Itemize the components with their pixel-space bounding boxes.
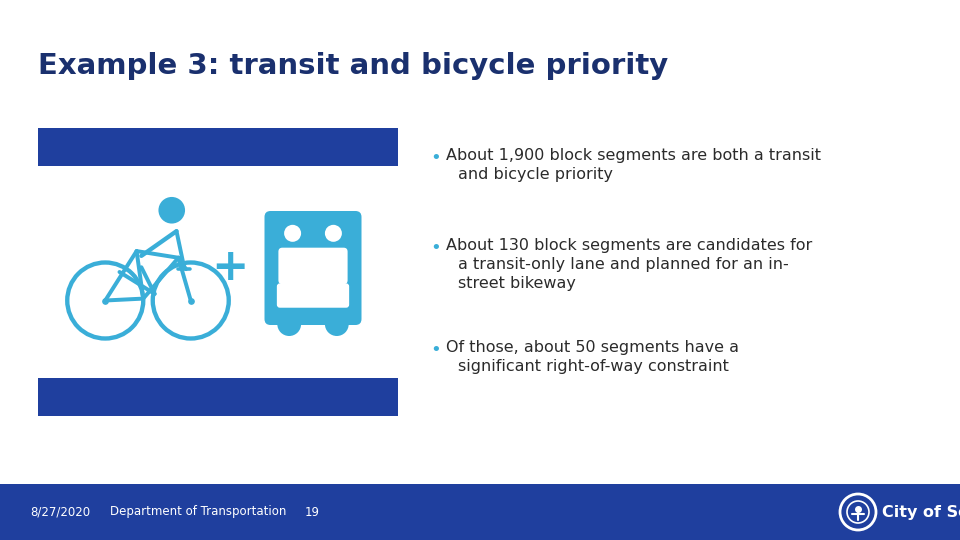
Text: a transit-only lane and planned for an in-: a transit-only lane and planned for an i… xyxy=(458,257,789,272)
Text: •: • xyxy=(430,239,441,257)
Text: 8/27/2020: 8/27/2020 xyxy=(30,505,90,518)
Text: Example 3: transit and bicycle priority: Example 3: transit and bicycle priority xyxy=(38,52,668,80)
Circle shape xyxy=(158,197,185,224)
Text: and bicycle priority: and bicycle priority xyxy=(458,167,613,182)
Text: •: • xyxy=(430,341,441,359)
FancyBboxPatch shape xyxy=(276,284,349,308)
Text: About 130 block segments are candidates for: About 130 block segments are candidates … xyxy=(446,238,812,253)
Circle shape xyxy=(277,312,301,336)
FancyBboxPatch shape xyxy=(265,211,362,325)
Text: City of Seattle: City of Seattle xyxy=(882,504,960,519)
Circle shape xyxy=(324,312,348,336)
Bar xyxy=(0,484,960,540)
Bar xyxy=(38,128,398,166)
Text: +: + xyxy=(211,246,249,289)
Text: Of those, about 50 segments have a: Of those, about 50 segments have a xyxy=(446,340,739,355)
Text: About 1,900 block segments are both a transit: About 1,900 block segments are both a tr… xyxy=(446,148,821,163)
Text: street bikeway: street bikeway xyxy=(458,276,576,291)
Circle shape xyxy=(324,225,342,242)
Circle shape xyxy=(284,225,301,242)
Text: Department of Transportation: Department of Transportation xyxy=(110,505,286,518)
Text: •: • xyxy=(430,149,441,167)
Text: significant right-of-way constraint: significant right-of-way constraint xyxy=(458,359,729,374)
Bar xyxy=(38,378,398,416)
Text: 19: 19 xyxy=(305,505,320,518)
FancyBboxPatch shape xyxy=(278,248,348,284)
